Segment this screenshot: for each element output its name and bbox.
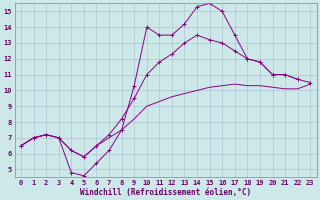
X-axis label: Windchill (Refroidissement éolien,°C): Windchill (Refroidissement éolien,°C) bbox=[80, 188, 251, 197]
